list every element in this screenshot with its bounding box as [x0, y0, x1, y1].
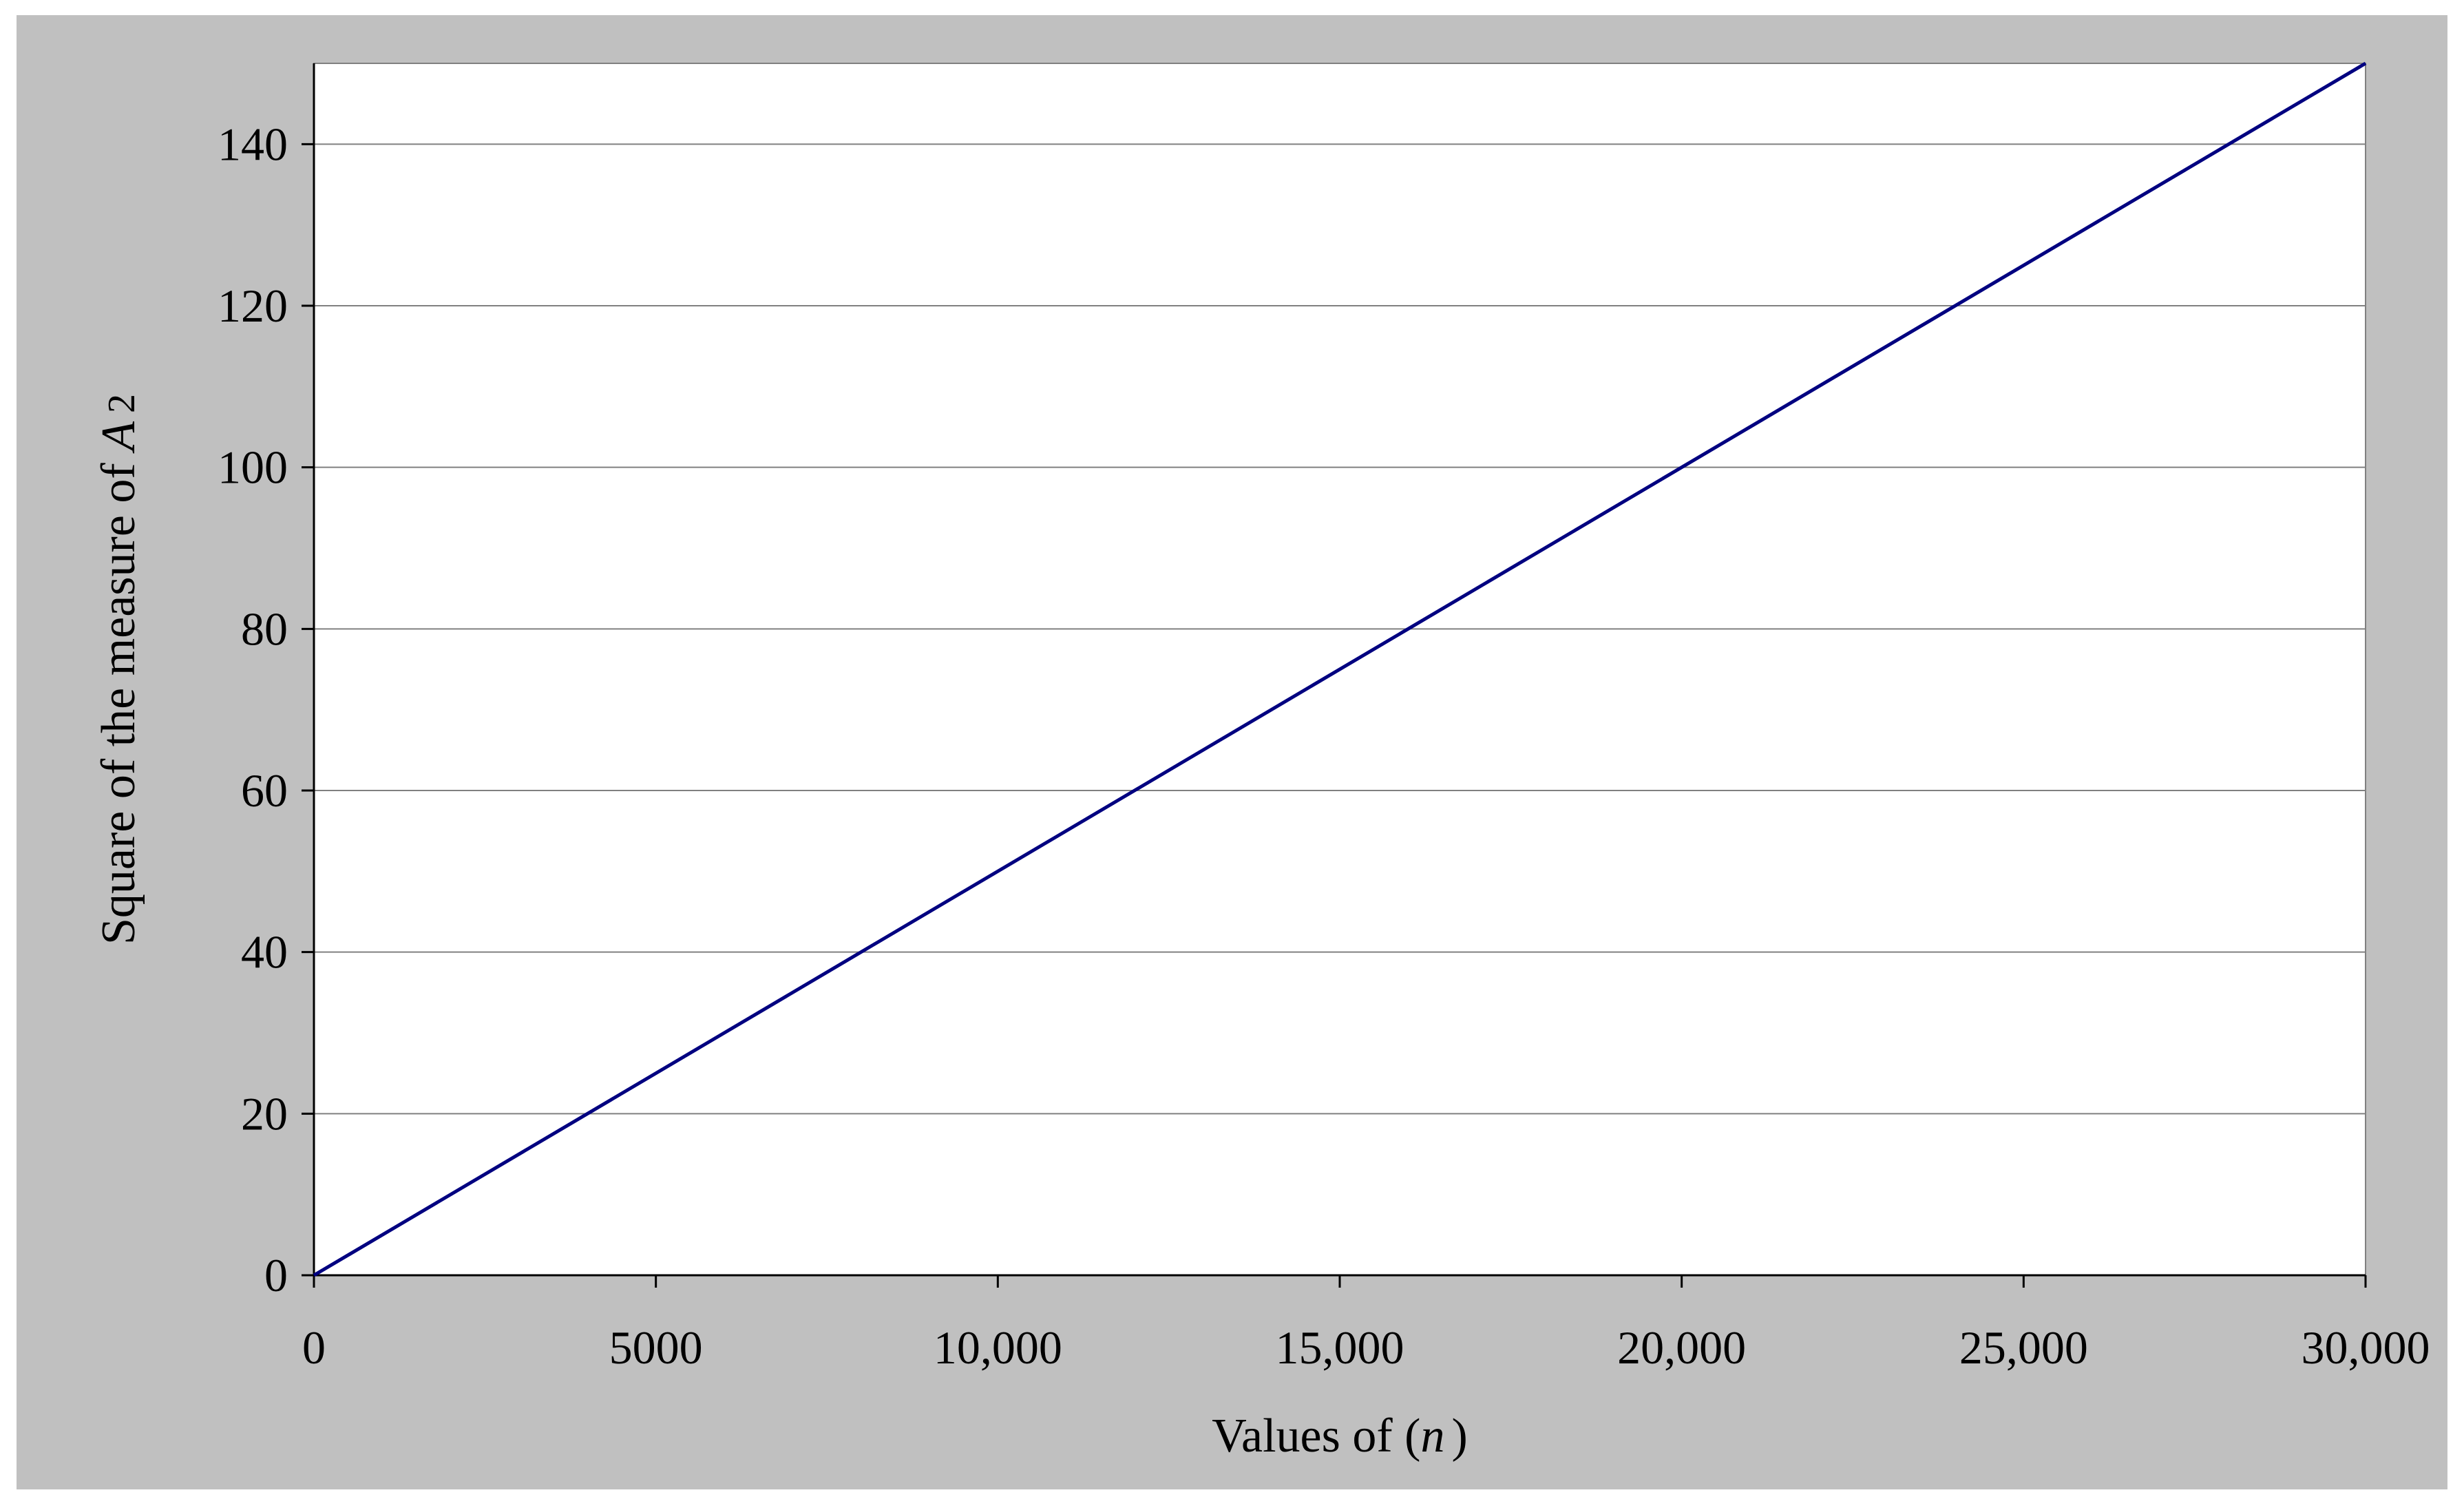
y-tick-label: 60 [241, 764, 288, 817]
y-tick-label: 0 [264, 1249, 288, 1301]
axes [302, 63, 2367, 1288]
series [313, 61, 2367, 1277]
x-axis-label-suffix: ) [1451, 1410, 1467, 1463]
y-axis-label-sub: 2 [101, 394, 143, 413]
x-tick-label: 20,000 [1617, 1321, 1746, 1374]
y-tick-label: 140 [218, 118, 288, 170]
x-axis-label-prefix: Values of ( [1212, 1410, 1420, 1463]
y-tick-label: 120 [218, 280, 288, 332]
x-axis-label-var: n [1420, 1410, 1444, 1463]
series-line [313, 61, 2367, 1277]
y-axis-label: Square of the measure of A 2 [92, 394, 145, 945]
x-tick-label: 0 [302, 1321, 326, 1374]
y-axis-label-prefix: Square of the measure of [92, 451, 145, 945]
gridlines [314, 143, 2366, 1115]
x-tick-label: 5000 [609, 1321, 703, 1374]
y-axis-label-var: A [92, 421, 145, 454]
x-tick-label: 10,000 [934, 1321, 1062, 1374]
y-tick-label: 40 [241, 926, 288, 978]
x-tick-labels: 0 5000 10,000 15,000 20,000 25,000 30,000 [302, 1321, 2430, 1374]
y-tick-labels: 0 20 40 60 80 100 120 140 [218, 118, 288, 1301]
y-tick-label: 100 [218, 441, 288, 494]
x-axis-label: Values of (n) [1212, 1410, 1468, 1463]
x-tick-label: 25,000 [1959, 1321, 2088, 1374]
y-tick-label: 80 [241, 603, 288, 655]
x-tick-label: 15,000 [1276, 1321, 1404, 1374]
y-tick-label: 20 [241, 1087, 288, 1140]
x-tick-label: 30,000 [2302, 1321, 2430, 1374]
